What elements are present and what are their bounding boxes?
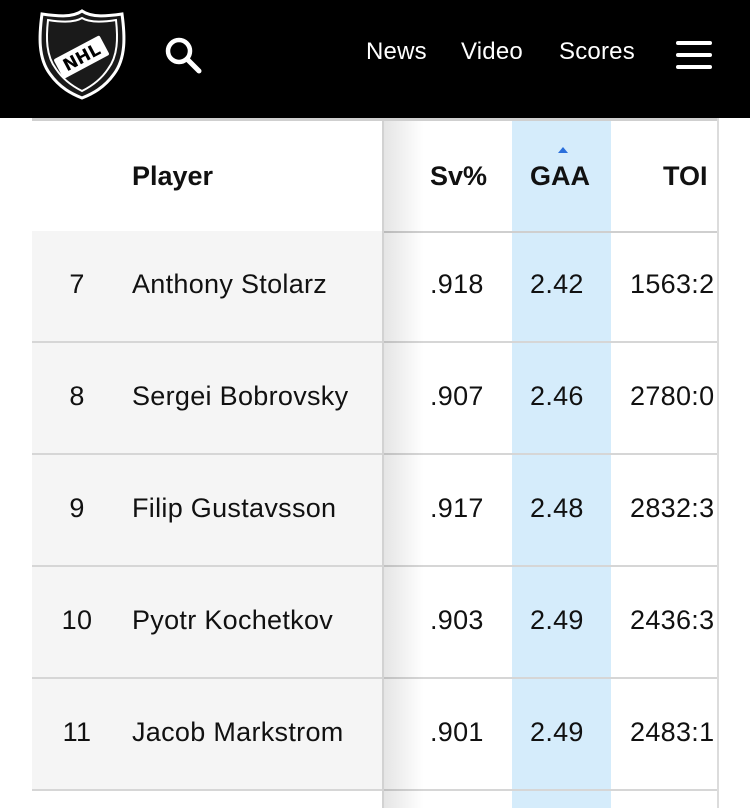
sv-pct-cell: .903 [430, 605, 484, 635]
sticky-column-shadow [384, 121, 424, 808]
sort-ascending-icon [558, 147, 568, 153]
column-header-toi[interactable]: TOI [663, 161, 708, 191]
column-header-gaa[interactable]: GAA [530, 161, 590, 191]
table-header-row: Player Sv% GAA TOI [32, 121, 718, 233]
sticky-column-divider [382, 121, 384, 808]
player-name-cell[interactable]: Pyotr Kochetkov [132, 605, 334, 635]
toi-cell: 1563:2 [630, 269, 715, 299]
player-name-cell[interactable]: Jacob Markstrom [132, 717, 344, 747]
toi-cell: 2483:1 [630, 717, 715, 747]
gaa-cell: 2.42 [530, 269, 584, 299]
goalie-stats-table: Player Sv% GAA TOI 7 Anthony Stolarz .91… [0, 118, 750, 808]
player-name-cell[interactable]: Filip Gustavsson [132, 493, 337, 523]
table-right-edge [717, 118, 719, 808]
table-row[interactable]: 7 Anthony Stolarz .918 2.42 1563:2 [32, 231, 718, 343]
rank-cell: 7 [69, 269, 85, 299]
nav-link-video[interactable]: Video [461, 38, 523, 65]
hamburger-menu-icon[interactable] [676, 41, 712, 69]
table-row[interactable]: 9 Filip Gustavsson .917 2.48 2832:3 [32, 455, 718, 567]
sv-pct-cell: .907 [430, 381, 484, 411]
toi-cell: 2780:0 [630, 381, 715, 411]
nav-link-news[interactable]: News [366, 38, 427, 65]
player-name-cell[interactable]: Anthony Stolarz [132, 269, 328, 299]
column-header-sv-pct[interactable]: Sv% [430, 161, 488, 191]
search-icon[interactable] [164, 36, 202, 74]
rank-cell: 10 [61, 605, 93, 635]
table-row[interactable]: 11 Jacob Markstrom .901 2.49 2483:1 [32, 679, 718, 791]
toi-cell: 2436:3 [630, 605, 715, 635]
sv-pct-cell: .918 [430, 269, 484, 299]
table-row[interactable]: 10 Pyotr Kochetkov .903 2.49 2436:3 [32, 567, 718, 679]
sv-pct-cell: .901 [430, 717, 484, 747]
top-navigation-bar: NHL News Video Scores [0, 0, 750, 118]
table-row[interactable]: 8 Sergei Bobrovsky .907 2.46 2780:0 [32, 343, 718, 455]
gaa-cell: 2.49 [530, 605, 584, 635]
sv-pct-cell: .917 [430, 493, 484, 523]
gaa-cell: 2.46 [530, 381, 584, 411]
rank-cell: 9 [69, 493, 85, 523]
gaa-cell: 2.49 [530, 717, 584, 747]
player-name-cell[interactable]: Sergei Bobrovsky [132, 381, 349, 411]
rank-cell: 11 [62, 717, 92, 747]
nhl-logo-icon[interactable]: NHL [36, 8, 128, 100]
gaa-cell: 2.48 [530, 493, 584, 523]
nav-link-scores[interactable]: Scores [559, 38, 635, 65]
column-header-player[interactable]: Player [132, 161, 214, 191]
rank-cell: 8 [69, 381, 85, 411]
sorted-column-highlight [512, 121, 611, 808]
table-top-border [32, 118, 718, 121]
toi-cell: 2832:3 [630, 493, 715, 523]
